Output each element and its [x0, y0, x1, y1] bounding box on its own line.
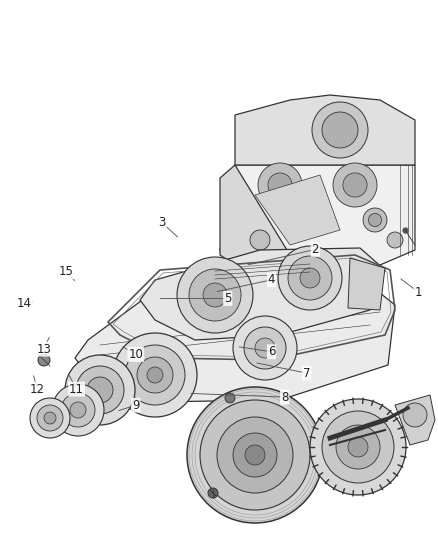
Circle shape	[291, 206, 319, 234]
Polygon shape	[255, 175, 340, 245]
Circle shape	[312, 102, 368, 158]
Text: 7: 7	[303, 367, 311, 379]
Text: 5: 5	[224, 292, 231, 305]
Circle shape	[403, 403, 427, 427]
Text: 4: 4	[268, 273, 276, 286]
Circle shape	[245, 445, 265, 465]
Circle shape	[363, 208, 387, 232]
Circle shape	[244, 327, 286, 369]
Text: 12: 12	[30, 383, 45, 395]
Circle shape	[177, 257, 253, 333]
Polygon shape	[75, 285, 395, 402]
Circle shape	[52, 384, 104, 436]
Circle shape	[44, 412, 56, 424]
Circle shape	[348, 437, 368, 457]
Polygon shape	[235, 95, 415, 165]
Circle shape	[310, 399, 406, 495]
Circle shape	[137, 357, 173, 393]
Circle shape	[343, 173, 367, 197]
Circle shape	[268, 173, 292, 197]
Text: 13: 13	[36, 343, 51, 356]
Circle shape	[288, 256, 332, 300]
Polygon shape	[395, 395, 435, 445]
Circle shape	[336, 425, 380, 469]
Text: 14: 14	[17, 297, 32, 310]
Circle shape	[65, 355, 135, 425]
Circle shape	[200, 400, 310, 510]
Text: 2: 2	[311, 243, 319, 256]
Circle shape	[187, 387, 323, 523]
Circle shape	[322, 112, 358, 148]
Circle shape	[203, 283, 227, 307]
Circle shape	[225, 393, 235, 403]
Circle shape	[30, 398, 70, 438]
Text: 3: 3	[159, 216, 166, 229]
Circle shape	[217, 417, 293, 493]
Circle shape	[147, 367, 163, 383]
Circle shape	[297, 212, 313, 228]
Circle shape	[322, 411, 394, 483]
Circle shape	[300, 268, 320, 288]
Circle shape	[258, 163, 302, 207]
Circle shape	[333, 163, 377, 207]
Polygon shape	[220, 165, 290, 265]
Circle shape	[233, 316, 297, 380]
Circle shape	[255, 338, 275, 358]
Circle shape	[87, 377, 113, 403]
Text: 1: 1	[414, 286, 422, 298]
Circle shape	[307, 187, 323, 203]
Circle shape	[233, 433, 277, 477]
Text: 6: 6	[268, 345, 276, 358]
Polygon shape	[220, 165, 415, 265]
Polygon shape	[140, 248, 385, 340]
Text: 11: 11	[69, 383, 84, 395]
Circle shape	[387, 232, 403, 248]
Text: 10: 10	[128, 348, 143, 361]
Text: 15: 15	[58, 265, 73, 278]
Circle shape	[70, 402, 86, 418]
Circle shape	[125, 345, 185, 405]
Circle shape	[368, 213, 381, 227]
Circle shape	[38, 354, 50, 366]
Text: 9: 9	[132, 399, 140, 411]
Circle shape	[37, 405, 63, 431]
Circle shape	[61, 393, 95, 427]
Circle shape	[189, 269, 241, 321]
Circle shape	[278, 246, 342, 310]
Text: 8: 8	[281, 391, 288, 403]
Polygon shape	[348, 258, 385, 310]
Circle shape	[113, 333, 197, 417]
Circle shape	[250, 230, 270, 250]
Circle shape	[208, 488, 218, 498]
Circle shape	[76, 366, 124, 414]
